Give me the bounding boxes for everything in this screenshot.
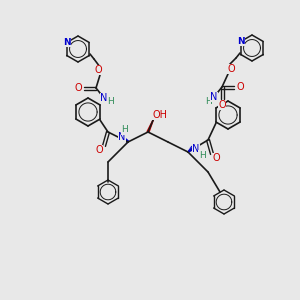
Text: H: H (199, 151, 206, 160)
Text: H: H (106, 98, 113, 106)
Polygon shape (120, 134, 129, 143)
Text: O: O (94, 65, 102, 75)
Polygon shape (147, 118, 154, 132)
Text: H: H (205, 97, 212, 106)
Text: N: N (100, 93, 108, 103)
Text: O: O (212, 153, 220, 163)
Text: O: O (95, 145, 103, 155)
Text: O: O (236, 82, 244, 92)
Text: O: O (227, 64, 235, 74)
Text: N: N (63, 38, 70, 47)
Text: N: N (118, 132, 126, 142)
Text: O: O (74, 83, 82, 93)
Text: N: N (210, 92, 218, 102)
Text: H: H (122, 125, 128, 134)
Text: N: N (237, 37, 244, 46)
Text: N: N (192, 144, 200, 154)
Text: O: O (218, 100, 226, 110)
Text: OH: OH (152, 110, 167, 120)
